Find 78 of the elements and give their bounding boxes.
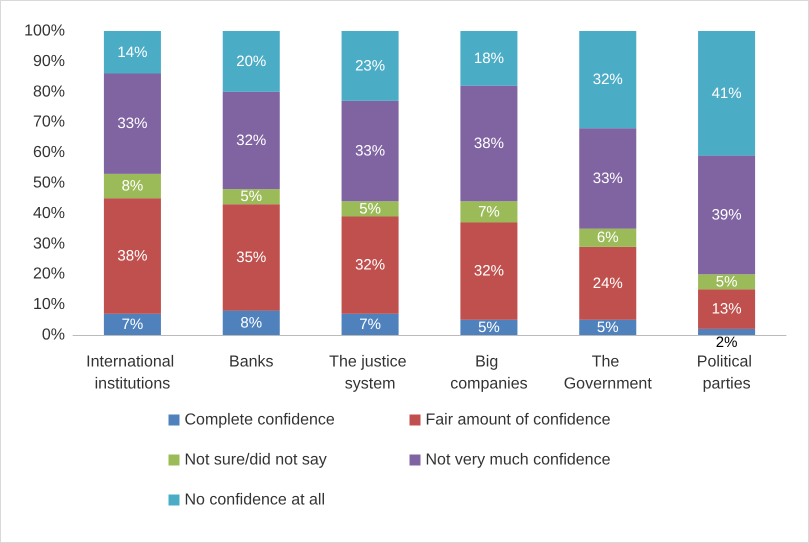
bar xyxy=(104,314,161,335)
bar xyxy=(698,156,756,274)
data-label: 33% xyxy=(592,170,623,187)
bar xyxy=(579,246,636,320)
y-tick-label: 60% xyxy=(32,144,65,162)
legend-label: Fair amount of confidence xyxy=(426,412,611,428)
data-label: 7% xyxy=(122,316,144,333)
data-label: 32% xyxy=(236,132,266,149)
bar xyxy=(579,228,636,247)
legend-label: No confidence at all xyxy=(184,492,326,508)
bar xyxy=(222,92,280,190)
data-label: 33% xyxy=(355,142,386,160)
data-label: 38% xyxy=(474,134,504,152)
data-label: 24% xyxy=(592,274,623,292)
data-label: 33% xyxy=(117,115,148,132)
data-label: 5% xyxy=(716,273,738,290)
data-label: 38% xyxy=(117,247,148,264)
bar xyxy=(104,174,161,198)
data-label: 39% xyxy=(712,206,742,224)
data-label: 32% xyxy=(592,71,623,88)
legend-label: Not very much confidence xyxy=(426,452,611,468)
y-tick-label: 40% xyxy=(32,204,65,222)
data-label: 8% xyxy=(240,314,262,332)
bar xyxy=(698,31,756,156)
x-tick-label: Political parties xyxy=(696,354,756,392)
data-label: 8% xyxy=(122,178,144,195)
bar xyxy=(460,31,518,86)
bar xyxy=(104,74,161,174)
bar xyxy=(222,310,280,335)
y-tick-label: 100% xyxy=(24,22,65,40)
bar xyxy=(460,222,518,320)
bar xyxy=(222,204,280,311)
data-label: 5% xyxy=(240,188,262,206)
legend-label: Not sure/did not say xyxy=(184,452,327,468)
x-tick-label: The justice system xyxy=(329,354,411,392)
y-tick-label: 10% xyxy=(32,296,65,314)
data-label: 18% xyxy=(474,50,504,67)
bar xyxy=(222,189,280,204)
y-tick-label: 50% xyxy=(32,174,65,192)
bar xyxy=(342,216,399,314)
bar xyxy=(698,328,756,335)
data-label: 5% xyxy=(478,318,500,336)
bar xyxy=(104,198,161,314)
x-tick-label: Banks xyxy=(229,354,274,370)
data-label: 14% xyxy=(117,44,148,61)
bar xyxy=(342,31,399,101)
bar xyxy=(579,31,636,128)
y-tick-label: 70% xyxy=(32,114,65,131)
x-tick-label: Big companies xyxy=(450,354,528,392)
data-label: 20% xyxy=(236,52,266,70)
y-tick-label: 20% xyxy=(32,266,65,283)
x-tick-label: International institutions xyxy=(86,354,179,392)
data-label: 2% xyxy=(716,334,738,351)
legend-label: Complete confidence xyxy=(184,412,335,428)
bar xyxy=(342,314,399,335)
data-label: 35% xyxy=(236,248,266,266)
data-label: 7% xyxy=(359,316,381,333)
bar xyxy=(342,100,399,202)
bar xyxy=(698,289,756,329)
y-tick-label: 0% xyxy=(42,326,65,344)
data-label: 13% xyxy=(712,300,742,318)
bar xyxy=(104,31,161,74)
data-label: 32% xyxy=(355,256,386,274)
data-label: 6% xyxy=(596,229,619,246)
y-tick-label: 90% xyxy=(32,52,65,70)
bar xyxy=(579,128,636,229)
data-label: 5% xyxy=(359,200,381,218)
data-label: 32% xyxy=(474,262,504,280)
data-label: 23% xyxy=(355,57,386,74)
y-tick-label: 80% xyxy=(32,83,65,100)
x-tick-label: The Government xyxy=(564,354,652,392)
bar xyxy=(460,86,518,202)
data-label: 7% xyxy=(478,203,500,220)
bar xyxy=(460,201,518,223)
bar xyxy=(222,31,280,92)
data-label: 41% xyxy=(712,84,742,102)
y-tick-label: 30% xyxy=(32,235,65,252)
data-label: 5% xyxy=(596,318,619,336)
